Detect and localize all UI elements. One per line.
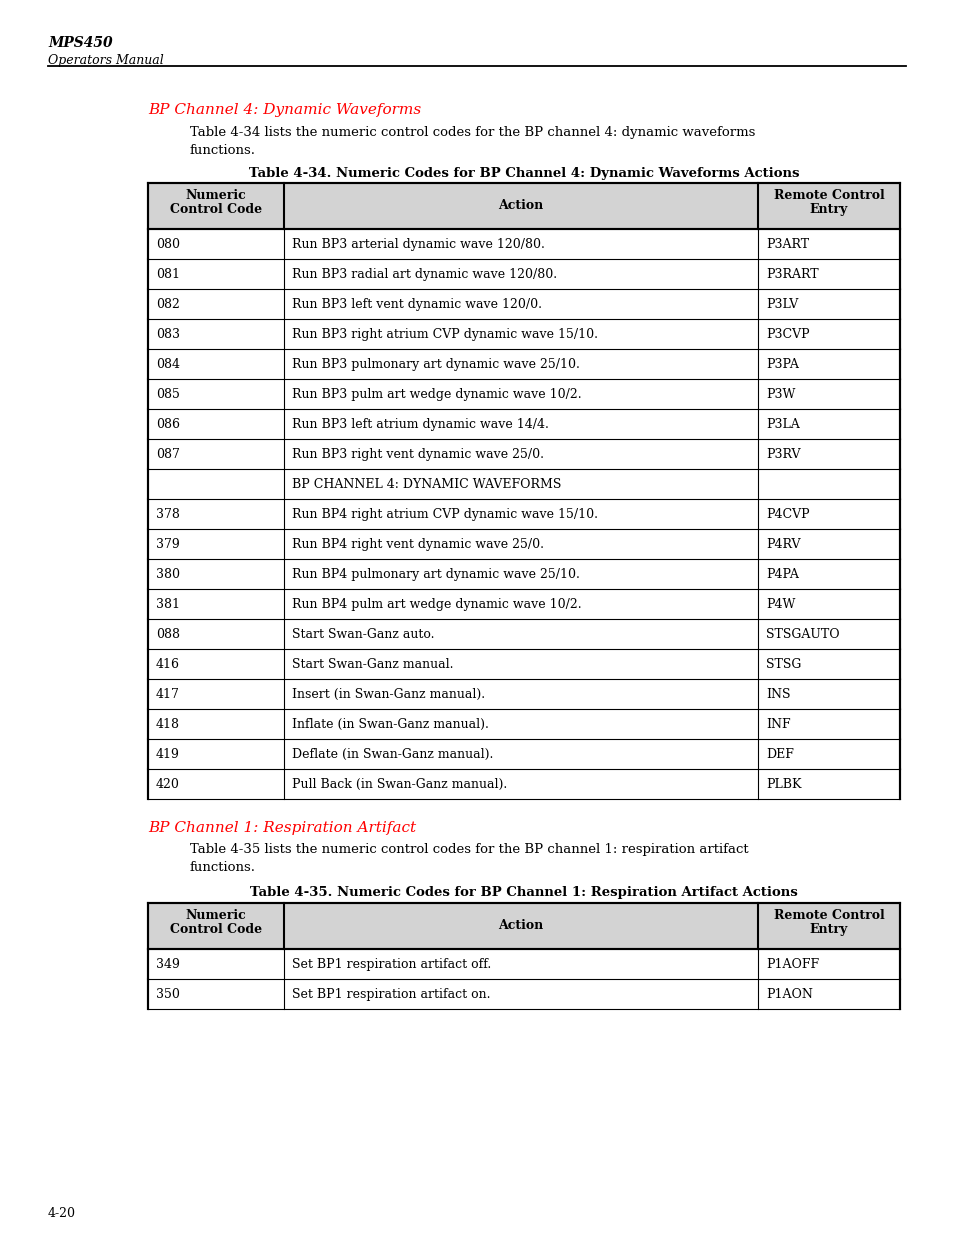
Text: 419: 419 xyxy=(156,748,180,761)
Text: 350: 350 xyxy=(156,988,180,1002)
Text: P3CVP: P3CVP xyxy=(765,329,809,341)
Text: P3RART: P3RART xyxy=(765,268,818,282)
Text: Run BP4 pulmonary art dynamic wave 25/10.: Run BP4 pulmonary art dynamic wave 25/10… xyxy=(292,568,579,580)
Text: 416: 416 xyxy=(156,658,180,671)
Text: 084: 084 xyxy=(156,358,180,370)
Text: Table 4-34 lists the numeric control codes for the BP channel 4: dynamic wavefor: Table 4-34 lists the numeric control cod… xyxy=(190,126,755,140)
Text: P4PA: P4PA xyxy=(765,568,798,580)
Text: functions.: functions. xyxy=(190,144,255,157)
Text: 082: 082 xyxy=(156,298,180,311)
Text: Remote Control: Remote Control xyxy=(773,909,883,923)
Text: 088: 088 xyxy=(156,629,180,641)
Text: Run BP3 left vent dynamic wave 120/0.: Run BP3 left vent dynamic wave 120/0. xyxy=(292,298,541,311)
Text: 086: 086 xyxy=(156,417,180,431)
Text: Operators Manual: Operators Manual xyxy=(48,54,164,67)
Text: P4CVP: P4CVP xyxy=(765,508,809,521)
Bar xyxy=(148,903,899,948)
Text: Deflate (in Swan-Ganz manual).: Deflate (in Swan-Ganz manual). xyxy=(292,748,493,761)
Text: MPS450: MPS450 xyxy=(48,36,112,49)
Text: Run BP3 pulm art wedge dynamic wave 10/2.: Run BP3 pulm art wedge dynamic wave 10/2… xyxy=(292,388,581,401)
Text: P3ART: P3ART xyxy=(765,238,808,251)
Text: STSG: STSG xyxy=(765,658,801,671)
Text: Start Swan-Ganz auto.: Start Swan-Ganz auto. xyxy=(292,629,434,641)
Text: Numeric: Numeric xyxy=(186,909,246,923)
Text: P3LV: P3LV xyxy=(765,298,798,311)
Bar xyxy=(148,183,899,228)
Text: Run BP3 right vent dynamic wave 25/0.: Run BP3 right vent dynamic wave 25/0. xyxy=(292,448,543,461)
Text: P3LA: P3LA xyxy=(765,417,799,431)
Text: INF: INF xyxy=(765,718,790,731)
Text: Action: Action xyxy=(497,199,543,212)
Text: 379: 379 xyxy=(156,538,179,551)
Text: 081: 081 xyxy=(156,268,180,282)
Text: 381: 381 xyxy=(156,598,180,611)
Text: Control Code: Control Code xyxy=(170,203,262,216)
Text: P3PA: P3PA xyxy=(765,358,798,370)
Text: 4-20: 4-20 xyxy=(48,1207,76,1220)
Text: Table 4-34. Numeric Codes for BP Channel 4: Dynamic Waveforms Actions: Table 4-34. Numeric Codes for BP Channel… xyxy=(249,167,799,180)
Text: DEF: DEF xyxy=(765,748,793,761)
Text: P4W: P4W xyxy=(765,598,795,611)
Text: Numeric: Numeric xyxy=(186,189,246,203)
Text: BP CHANNEL 4: DYNAMIC WAVEFORMS: BP CHANNEL 4: DYNAMIC WAVEFORMS xyxy=(292,478,560,492)
Text: P4RV: P4RV xyxy=(765,538,800,551)
Text: Set BP1 respiration artifact off.: Set BP1 respiration artifact off. xyxy=(292,958,491,971)
Text: functions.: functions. xyxy=(190,861,255,874)
Text: Run BP3 left atrium dynamic wave 14/4.: Run BP3 left atrium dynamic wave 14/4. xyxy=(292,417,548,431)
Text: Control Code: Control Code xyxy=(170,923,262,936)
Text: Run BP4 right vent dynamic wave 25/0.: Run BP4 right vent dynamic wave 25/0. xyxy=(292,538,543,551)
Text: 420: 420 xyxy=(156,778,180,790)
Text: 087: 087 xyxy=(156,448,180,461)
Text: STSGAUTO: STSGAUTO xyxy=(765,629,839,641)
Text: P3RV: P3RV xyxy=(765,448,800,461)
Text: P1AON: P1AON xyxy=(765,988,812,1002)
Text: 380: 380 xyxy=(156,568,180,580)
Text: 085: 085 xyxy=(156,388,180,401)
Text: Run BP3 radial art dynamic wave 120/80.: Run BP3 radial art dynamic wave 120/80. xyxy=(292,268,557,282)
Text: BP Channel 4: Dynamic Waveforms: BP Channel 4: Dynamic Waveforms xyxy=(148,103,421,117)
Text: Run BP3 arterial dynamic wave 120/80.: Run BP3 arterial dynamic wave 120/80. xyxy=(292,238,544,251)
Text: INS: INS xyxy=(765,688,790,701)
Text: Run BP3 pulmonary art dynamic wave 25/10.: Run BP3 pulmonary art dynamic wave 25/10… xyxy=(292,358,579,370)
Text: Table 4-35. Numeric Codes for BP Channel 1: Respiration Artifact Actions: Table 4-35. Numeric Codes for BP Channel… xyxy=(250,885,797,899)
Text: BP Channel 1: Respiration Artifact: BP Channel 1: Respiration Artifact xyxy=(148,821,416,835)
Text: Run BP3 right atrium CVP dynamic wave 15/10.: Run BP3 right atrium CVP dynamic wave 15… xyxy=(292,329,598,341)
Text: 080: 080 xyxy=(156,238,180,251)
Text: Insert (in Swan-Ganz manual).: Insert (in Swan-Ganz manual). xyxy=(292,688,485,701)
Text: 417: 417 xyxy=(156,688,180,701)
Text: P3W: P3W xyxy=(765,388,795,401)
Text: Table 4-35 lists the numeric control codes for the BP channel 1: respiration art: Table 4-35 lists the numeric control cod… xyxy=(190,844,748,856)
Text: Run BP4 pulm art wedge dynamic wave 10/2.: Run BP4 pulm art wedge dynamic wave 10/2… xyxy=(292,598,581,611)
Text: Run BP4 right atrium CVP dynamic wave 15/10.: Run BP4 right atrium CVP dynamic wave 15… xyxy=(292,508,598,521)
Text: 418: 418 xyxy=(156,718,180,731)
Text: P1AOFF: P1AOFF xyxy=(765,958,819,971)
Text: Set BP1 respiration artifact on.: Set BP1 respiration artifact on. xyxy=(292,988,490,1002)
Text: Action: Action xyxy=(497,919,543,932)
Text: 083: 083 xyxy=(156,329,180,341)
Text: Entry: Entry xyxy=(809,203,847,216)
Text: Start Swan-Ganz manual.: Start Swan-Ganz manual. xyxy=(292,658,453,671)
Text: Pull Back (in Swan-Ganz manual).: Pull Back (in Swan-Ganz manual). xyxy=(292,778,507,790)
Text: 378: 378 xyxy=(156,508,180,521)
Text: Inflate (in Swan-Ganz manual).: Inflate (in Swan-Ganz manual). xyxy=(292,718,488,731)
Text: Remote Control: Remote Control xyxy=(773,189,883,203)
Text: PLBK: PLBK xyxy=(765,778,801,790)
Text: Entry: Entry xyxy=(809,923,847,936)
Text: 349: 349 xyxy=(156,958,180,971)
